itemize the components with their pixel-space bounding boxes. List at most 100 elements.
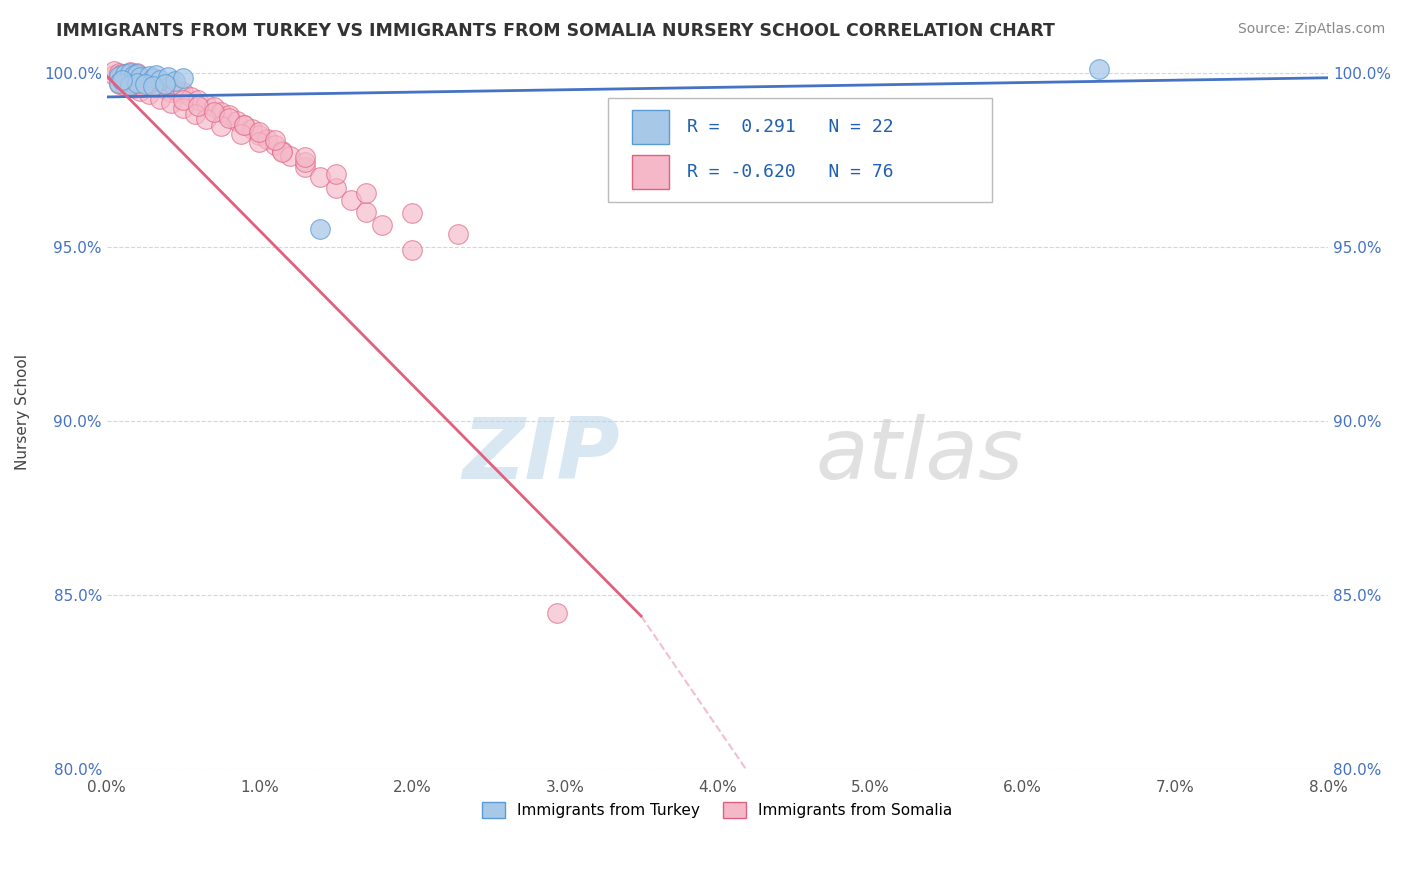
Point [172,94,194,108]
Point [156,70,179,84]
Point [209,119,232,133]
Point [340,193,363,207]
Point [103,68,125,82]
Point [149,72,172,87]
Point [370,218,392,232]
Point [187,94,209,108]
Point [1088,62,1111,76]
Point [118,78,141,92]
Text: R =  0.291   N = 22: R = 0.291 N = 22 [688,119,894,136]
Point [122,77,145,91]
Point [134,77,156,91]
Point [271,144,294,158]
Text: R = -0.620   N = 76: R = -0.620 N = 76 [688,163,894,181]
Point [249,128,271,143]
Point [294,150,316,164]
Legend: Immigrants from Turkey, Immigrants from Somalia: Immigrants from Turkey, Immigrants from … [475,795,960,826]
Point [233,118,256,132]
Point [118,67,141,81]
Point [138,69,160,83]
Point [195,96,218,111]
Point [233,118,256,132]
Point [240,122,263,136]
Point [249,135,271,149]
Point [180,90,202,104]
Point [447,227,470,241]
Point [129,84,152,98]
Point [127,74,149,88]
Point [129,77,152,91]
Point [127,76,149,90]
Bar [631,155,669,189]
Point [153,82,176,96]
Point [142,78,165,93]
Point [401,205,423,219]
Point [546,606,568,620]
Point [172,101,194,115]
Point [138,87,160,102]
FancyBboxPatch shape [607,98,993,202]
Point [294,155,316,169]
Text: atlas: atlas [815,414,1024,497]
Point [172,85,194,99]
Point [108,70,131,85]
Point [256,132,278,146]
Point [218,108,240,122]
Point [202,100,225,114]
Point [160,85,183,99]
Point [263,138,285,153]
Point [209,104,232,119]
Point [165,83,187,97]
Point [309,222,332,236]
Point [184,106,207,120]
Point [294,160,316,174]
Point [309,170,332,185]
Point [129,70,152,84]
Point [142,70,165,85]
Point [114,78,136,93]
Point [145,80,167,95]
Point [108,76,131,90]
Point [127,66,149,80]
Point [108,77,131,91]
Point [138,79,160,94]
Point [195,112,218,126]
Point [202,104,225,119]
Text: Source: ZipAtlas.com: Source: ZipAtlas.com [1237,22,1385,37]
Point [132,80,155,95]
Point [165,74,187,88]
Point [108,65,131,79]
Text: IMMIGRANTS FROM TURKEY VS IMMIGRANTS FROM SOMALIA NURSERY SCHOOL CORRELATION CHA: IMMIGRANTS FROM TURKEY VS IMMIGRANTS FRO… [56,22,1054,40]
Point [118,65,141,79]
Point [325,167,347,181]
Point [169,87,191,101]
Point [111,72,134,87]
Point [103,63,125,78]
Point [127,67,149,81]
Point [356,205,378,219]
Point [356,186,378,200]
Point [149,78,172,92]
Point [225,113,247,128]
Point [122,68,145,82]
Point [122,81,145,95]
Text: ZIP: ZIP [463,414,620,497]
Point [149,92,172,106]
Point [142,75,165,89]
Point [278,149,301,163]
Bar [631,110,669,145]
Point [249,126,271,140]
Point [111,72,134,87]
Point [172,70,194,85]
Point [111,67,134,81]
Point [156,79,179,94]
Point [118,66,141,80]
Point [229,127,252,141]
Point [187,98,209,112]
Point [218,111,240,125]
Point [114,67,136,81]
Point [145,68,167,82]
Point [153,77,176,91]
Point [271,145,294,159]
Point [122,70,145,84]
